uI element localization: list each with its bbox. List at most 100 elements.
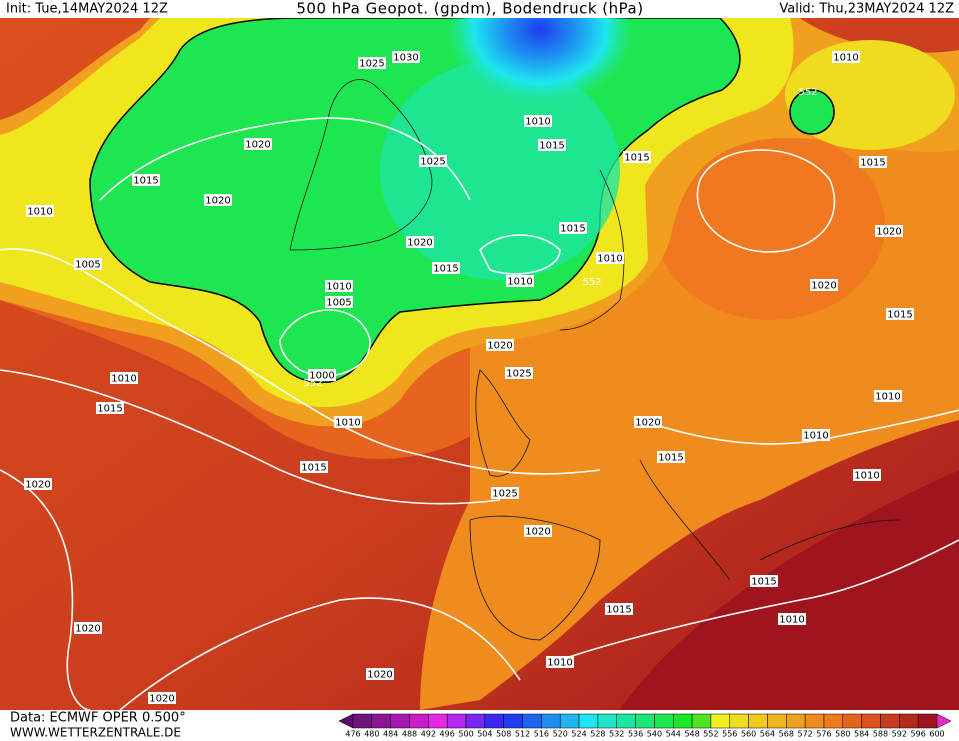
colorbar-swatch	[503, 713, 523, 729]
colorbar-label: 540	[647, 730, 662, 739]
colorbar-label: 500	[458, 730, 473, 739]
colorbar-swatch	[767, 713, 787, 729]
colorbar-swatch	[428, 713, 448, 729]
valid-time: Valid: Thu,23MAY2024 12Z	[779, 2, 954, 17]
isobar-label: 1030	[393, 53, 418, 64]
colorbar-label: 556	[722, 730, 737, 739]
colorbar-label: 596	[911, 730, 926, 739]
coastlines	[289, 79, 901, 641]
isobar-label-box	[334, 416, 362, 428]
isobar-labels: 1010 1005 1015 1020 1020 1025 1030 1010 1015 1025…	[24, 51, 914, 705]
isobar-label: 1010	[27, 207, 52, 218]
isobar-label: 1010	[507, 277, 532, 288]
isobar-label: 1020	[245, 140, 270, 151]
colorbar-label: 544	[666, 730, 681, 739]
isobar-label: 1010	[111, 374, 136, 385]
isobars	[0, 117, 959, 711]
isobar-label-box	[491, 487, 519, 499]
isobar-label: 1005	[75, 260, 100, 271]
isobar-label: 1020	[25, 480, 50, 491]
isobar-label: 1010	[597, 254, 622, 265]
colorbar-label: 492	[421, 730, 436, 739]
colorbar-swatch	[842, 713, 862, 729]
isobar-label-box	[366, 668, 394, 680]
colorbar-label: 580	[835, 730, 850, 739]
colorbar-swatch	[654, 713, 674, 729]
isobar-label: 1015	[560, 224, 585, 235]
isobar-label-box	[546, 656, 574, 668]
isobar-label: 1020	[487, 341, 512, 352]
isobar-label-box	[308, 369, 336, 381]
isobar-label: 1020	[149, 694, 174, 705]
isobar-label: 1020	[635, 418, 660, 429]
colorbar-label: 536	[628, 730, 643, 739]
isobar-label-box	[24, 478, 52, 490]
colorbar-label: 532	[609, 730, 624, 739]
isobar-label: 1010	[335, 418, 360, 429]
colorbar-swatch	[748, 713, 768, 729]
isobar-label: 1010	[875, 392, 900, 403]
colorbar-swatch	[899, 713, 919, 729]
colorbar-swatch	[465, 713, 486, 729]
colorbar-label: 548	[684, 730, 699, 739]
colorbar-label: 520	[553, 730, 568, 739]
isobar-label-box	[874, 390, 902, 402]
colorbar-swatch	[522, 713, 542, 729]
isobar-label-box	[524, 115, 552, 127]
isobar-label-box	[325, 296, 353, 308]
colorbar-swatch	[559, 713, 580, 729]
colorbar-label: 508	[496, 730, 511, 739]
isobar-label: 1015	[97, 404, 122, 415]
data-source: Data: ECMWF OPER 0.500°	[10, 711, 186, 726]
map-title: 500 hPa Geopot. (gpdm), Bodendruck (hPa)	[296, 0, 643, 18]
isobar-label-box	[486, 339, 514, 351]
colorbar-label: 516	[534, 730, 549, 739]
isobar-label-box	[132, 174, 160, 186]
colorbar-label: 496	[440, 730, 455, 739]
isobar-label-box	[506, 275, 534, 287]
isobar-label-box	[110, 372, 138, 384]
isobar-label-box	[392, 51, 420, 63]
isobar-label-box	[524, 525, 552, 537]
colorbar-swatch	[917, 713, 938, 729]
isobar-label-box	[204, 194, 232, 206]
colorbar-swatch	[861, 713, 881, 729]
isobar-label: 1000	[309, 371, 334, 382]
isobar-label-box	[419, 155, 447, 167]
isobar-label-box	[657, 451, 685, 463]
colorbar-swatch	[352, 713, 373, 729]
init-time: Init: Tue,14MAY2024 12Z	[6, 2, 168, 17]
isobar-label: 1015	[624, 153, 649, 164]
isobar-label-box	[778, 613, 806, 625]
isobar-label: 1015	[751, 577, 776, 588]
colorbar-label: 564	[760, 730, 775, 739]
isobar-label: 1010	[525, 117, 550, 128]
colorbar: 476 480 484 488 492 496 500 504 508 512 516 520 524 5…	[338, 713, 952, 739]
colorbar-label: 572	[797, 730, 812, 739]
isobar-label: 1010	[833, 53, 858, 64]
isobar-label-box	[605, 603, 633, 615]
isobar-label: 1015	[539, 141, 564, 152]
colorbar-label: 600	[929, 730, 944, 739]
colorbar-swatch	[635, 713, 655, 729]
colorbar-swatch	[823, 713, 844, 729]
colorbar-label: 568	[779, 730, 794, 739]
isobar-label-box	[358, 57, 386, 69]
colorbar-label: 480	[364, 730, 379, 739]
isobar-label-box	[432, 262, 460, 274]
isobar-label-box	[810, 279, 838, 291]
contour-label: 552	[303, 378, 322, 389]
colorbar-label: 512	[515, 730, 530, 739]
isobar-label: 1025	[506, 369, 531, 380]
colorbar-swatch	[616, 713, 636, 729]
colorbar-swatch	[729, 713, 749, 729]
colorbar-label: 576	[816, 730, 831, 739]
isobar-label-box	[559, 222, 587, 234]
isobar-label: 1010	[547, 658, 572, 669]
isobar-label: 1010	[854, 471, 879, 482]
isobar-label: 1015	[860, 158, 885, 169]
colorbar-label: 592	[892, 730, 907, 739]
colorbar-label: 560	[741, 730, 756, 739]
